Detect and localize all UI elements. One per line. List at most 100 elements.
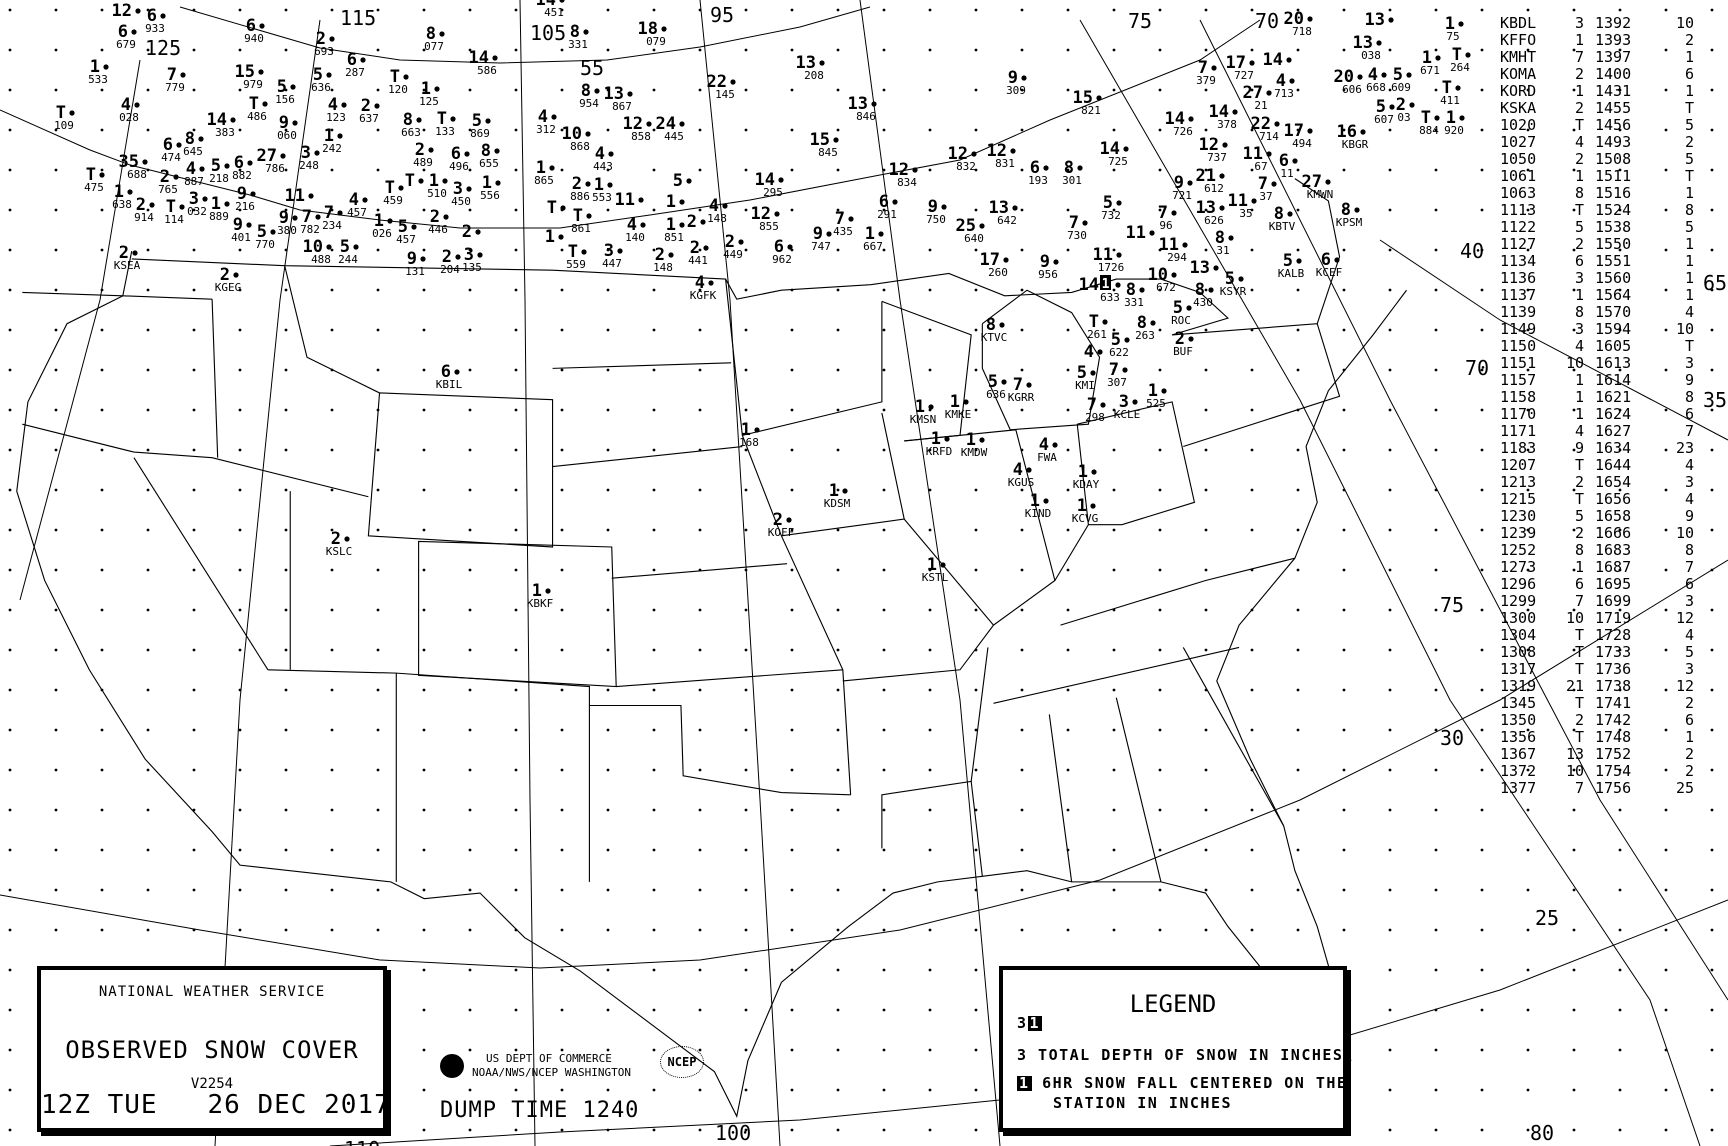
table-station-id: 1658 [1595,507,1632,525]
station-dot [661,26,667,32]
station-label: 636 [311,81,331,94]
station-label: 834 [897,176,917,189]
table-depth: 1 [1574,388,1584,406]
table-station-id: 1742 [1595,711,1632,729]
station-label: 638 [112,198,132,211]
snow-depth: 8 [986,315,996,335]
station-dot [494,148,500,154]
station-dot [607,182,613,188]
snow-depth: 14 [469,48,489,68]
snow-depth: 20 [1334,67,1354,87]
station-dot [583,29,589,35]
station-dot [69,110,75,116]
snow-depth: 5 [340,237,350,257]
table-depth: 4 [1574,133,1584,151]
station-dot [1186,305,1192,311]
station-label: KBTV [1269,220,1296,233]
snow-depth: 6 [774,237,784,257]
table-station-id: 1560 [1595,269,1632,287]
station-dot [703,245,709,251]
station-dot [1307,128,1313,134]
station-label: KALB [1278,267,1305,280]
station-label: 123 [326,111,346,124]
snow-depth: 9 [1008,68,1018,88]
station-dot [1238,276,1244,282]
table-depth: 7 [1574,48,1584,66]
table-station-id: 1139 [1500,303,1537,321]
snow-depth: 8 [426,24,436,44]
dept-credit: US DEPT OF COMMERCE NOAA/NWS/NCEP WASHIN… [472,1052,631,1080]
snow-depth: 15 [235,62,255,82]
table-depth: T [1574,660,1584,678]
legend-depth-text: 3 TOTAL DEPTH OF SNOW IN INCHES [1017,1046,1344,1064]
snow-depth: 7 [167,65,177,85]
table-station-id: 1511 [1595,167,1632,185]
legend-6hr-text: 1 6HR SNOW FALL CENTERED ON THE [1017,1074,1347,1092]
snow-depth: 14 [755,170,775,190]
station-dot [679,199,685,205]
snow-depth: 8 [1195,280,1205,300]
snow-depth: 7 [1258,174,1268,194]
table-depth: 2 [1684,133,1694,151]
table-station-id: 1656 [1595,490,1632,508]
table-station-id: 1273 [1500,558,1537,576]
station-dot [280,153,286,159]
station-dot [928,404,934,410]
station-dot [198,136,204,142]
table-station-id: 1213 [1500,473,1537,491]
graticule-label: 65 [1703,271,1727,295]
station-label: KSTL [922,571,949,584]
table-depth: 7 [1574,592,1584,610]
snow-depth: 2 [119,243,129,263]
station-label: 882 [232,169,252,182]
station-label: KOFF [768,526,795,539]
snow-depth: 2 [331,529,341,549]
station: T [405,171,424,191]
table-station-id: KOMA [1500,65,1537,83]
station-label: 435 [833,225,853,238]
snow-depth: 17 [980,250,1000,270]
station-label: 120 [388,83,408,96]
table-station-id: 1158 [1500,388,1537,406]
table-row: KSKA 2 1455 T [1500,99,1700,117]
table-station-id: 1345 [1500,694,1537,712]
table-station-id: 1150 [1500,337,1537,355]
station-label: 028 [119,111,139,124]
snow-depth: 2 [220,265,230,285]
station-label: 401 [231,231,251,244]
station-label: 586 [477,64,497,77]
station-dot [1222,142,1228,148]
station-label: 331 [568,38,588,51]
snow-depth: 7 [302,207,312,227]
station-dot [1376,40,1382,46]
station-dot [341,102,347,108]
station-label: KRFD [926,445,953,458]
snow-depth: 20 [1284,9,1304,29]
station-dot [1043,165,1049,171]
station-dot [202,196,208,202]
table-row: 1230 5 1658 9 [1500,507,1700,525]
station-dot [1188,336,1194,342]
station-label: 430 [1193,296,1213,309]
